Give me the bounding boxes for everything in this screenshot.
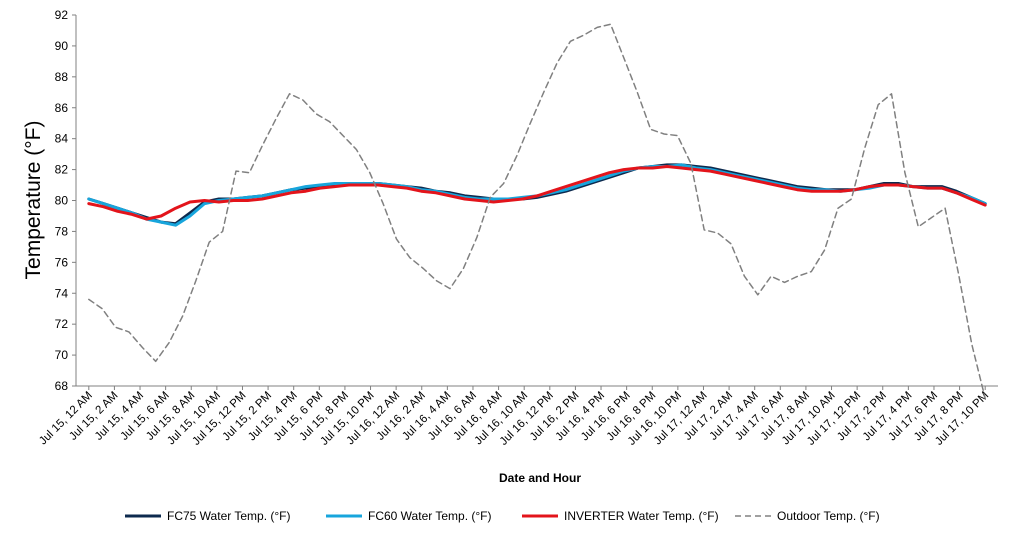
y-tick-label: 80: [55, 194, 69, 208]
y-tick-label: 74: [55, 286, 69, 300]
y-tick-label: 84: [55, 132, 69, 146]
y-tick-label: 76: [55, 255, 69, 269]
y-tick-label: 70: [55, 348, 69, 362]
y-tick-label: 92: [55, 8, 69, 22]
y-tick-label: 90: [55, 39, 69, 53]
series-line-1: [87, 163, 987, 226]
y-tick-label: 78: [55, 224, 69, 238]
legend-label: INVERTER Water Temp. (°F): [564, 509, 719, 523]
legend: FC75 Water Temp. (°F) FC60 Water Temp. (°…: [125, 509, 880, 523]
y-tick-label: 86: [55, 101, 69, 115]
y-tick-label: 82: [55, 163, 69, 177]
x-axis-title: Date and Hour: [499, 471, 581, 485]
legend-label: Outdoor Temp. (°F): [777, 509, 880, 523]
y-tick-label: 72: [55, 317, 69, 331]
legend-label: FC60 Water Temp. (°F): [368, 509, 492, 523]
y-tick-label: 88: [55, 70, 69, 84]
y-tick-label: 68: [55, 379, 69, 393]
series-lines: [87, 23, 987, 400]
series-line-4: [88, 23, 986, 400]
series-line-3: [87, 165, 987, 221]
legend-label: FC75 Water Temp. (°F): [167, 509, 291, 523]
y-axis-title: Temperature (°F): [22, 121, 45, 280]
